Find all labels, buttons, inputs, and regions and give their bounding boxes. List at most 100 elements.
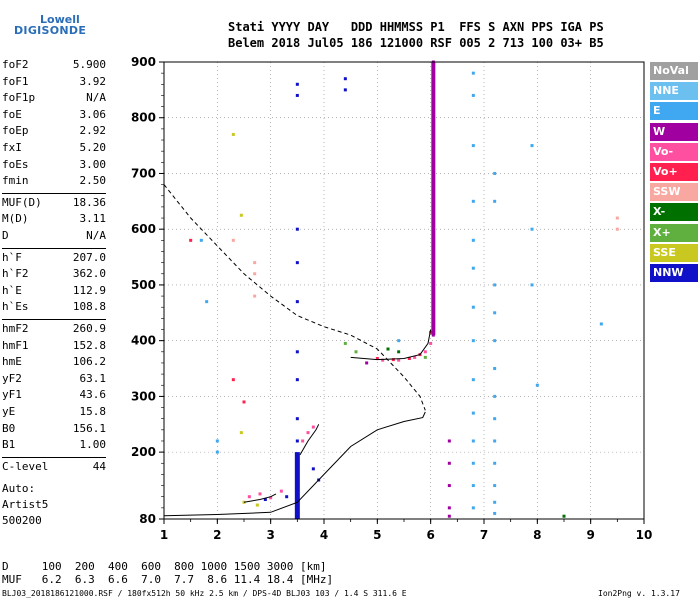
data-point (375, 356, 379, 360)
y-tick-label: 800 (131, 111, 156, 125)
w-column (431, 62, 436, 336)
param-label: B1 (2, 438, 16, 452)
param-value: N/A (86, 91, 106, 105)
artist-label: Artist5 (2, 498, 49, 511)
param-value: 63.1 (79, 371, 107, 385)
data-point (493, 339, 497, 343)
param-row: fmin 2.50 (2, 174, 106, 190)
param-row: B0 156.1 (2, 422, 106, 438)
data-point (471, 238, 475, 242)
data-point (535, 383, 539, 387)
y-tick-label: 80 (139, 512, 156, 526)
data-point (429, 341, 433, 345)
data-point (255, 503, 259, 507)
param-value: 2.50 (79, 174, 107, 188)
param-value: 112.9 (72, 283, 106, 297)
trace-f1 (299, 424, 320, 456)
x-tick-label: 2 (213, 528, 221, 542)
data-point (471, 439, 475, 443)
legend-item-ssw: SSW (650, 183, 698, 202)
param-label: C-level (2, 459, 49, 473)
y-tick-label: 300 (131, 389, 156, 403)
param-label: yF1 (2, 388, 22, 402)
x-tick-label: 9 (586, 528, 594, 542)
series-sse (231, 132, 259, 507)
param-row: yF1 43.6 (2, 388, 106, 404)
data-point (615, 216, 619, 220)
data-point (471, 144, 475, 148)
data-point (343, 88, 347, 92)
data-point (493, 283, 497, 287)
param-value: 18.36 (72, 195, 106, 209)
plot-frame (163, 61, 645, 520)
data-point (471, 411, 475, 415)
distance-row: D 100 200 400 600 800 1000 1500 3000 [km… (2, 560, 327, 573)
param-label: fxI (2, 141, 22, 154)
chart-axes: 1 2 3 4 5 6 7 8 9 10 80 200 300 400 500 600 700 800 900 (131, 55, 652, 542)
param-separator (2, 456, 106, 458)
data-point (599, 322, 603, 326)
param-label: yE (2, 405, 16, 418)
data-point (493, 417, 497, 421)
data-point (471, 266, 475, 270)
param-row: h`F 207.0 (2, 251, 106, 267)
data-point (493, 484, 497, 488)
legend-item-e: E (650, 102, 698, 121)
data-point (295, 93, 299, 97)
y-tick-label: 700 (131, 166, 156, 180)
profile-dashed-line (163, 184, 426, 411)
data-point (239, 431, 243, 435)
param-value: 3.11 (79, 212, 107, 226)
data-point (215, 450, 219, 454)
legend-item-sse: SSE (650, 243, 698, 262)
x-tick-label: 4 (320, 528, 328, 542)
y-tick-label: 400 (131, 334, 156, 348)
x-tick-label: 8 (533, 528, 541, 542)
legend-item-nnw: NNW (650, 264, 698, 282)
param-row: foF1p N/A (2, 91, 106, 107)
header-line-2: Belem 2018 Jul05 186 121000 RSF 005 2 71… (228, 36, 604, 50)
param-row: hmE 106.2 (2, 355, 106, 371)
param-row: hmF2 260.9 (2, 322, 106, 338)
data-point (471, 461, 475, 465)
param-value: 2.92 (79, 124, 107, 138)
param-separator (2, 192, 106, 194)
data-point (295, 350, 299, 354)
series-ssw (231, 216, 619, 298)
data-point (471, 484, 475, 488)
data-point (397, 350, 401, 354)
param-value: 260.9 (72, 322, 106, 335)
param-row: foF1 3.92 (2, 75, 106, 91)
muf-row: MUF 6.2 6.3 6.6 7.0 7.7 8.6 11.4 18.4 [M… (2, 573, 334, 586)
param-row: M(D) 3.11 (2, 212, 106, 228)
y-tick-label: 600 (131, 222, 156, 236)
param-row: foEs 3.00 (2, 158, 106, 174)
param-label: foEs (2, 157, 29, 171)
x-tick-label: 6 (426, 528, 434, 542)
data-point (295, 439, 299, 443)
data-point (381, 358, 385, 362)
data-point (397, 339, 401, 343)
data-point (199, 238, 203, 242)
data-point (447, 484, 451, 488)
param-label: M(D) (2, 212, 29, 226)
param-value: 362.0 (72, 267, 106, 281)
auto-label: Auto: (2, 482, 36, 495)
series-w (365, 60, 451, 518)
param-label: foEp (2, 124, 29, 138)
param-row: yF2 63.1 (2, 372, 106, 388)
param-value: 108.8 (72, 300, 106, 314)
param-value: 5.20 (79, 141, 107, 154)
data-point (242, 400, 246, 404)
param-value: 3.00 (79, 157, 107, 171)
param-row: foEp 2.92 (2, 124, 106, 140)
data-point (343, 341, 347, 345)
param-row: foF2 5.900 (2, 58, 106, 74)
data-point (258, 492, 262, 496)
param-label: yF2 (2, 371, 22, 385)
data-point (407, 356, 411, 360)
data-point (530, 227, 534, 231)
header-line-1: Stati YYYY DAY DDD HHMMSS P1 FFS S AXN P… (228, 20, 604, 34)
series-x- (386, 347, 566, 518)
param-label: hmF2 (2, 322, 29, 335)
